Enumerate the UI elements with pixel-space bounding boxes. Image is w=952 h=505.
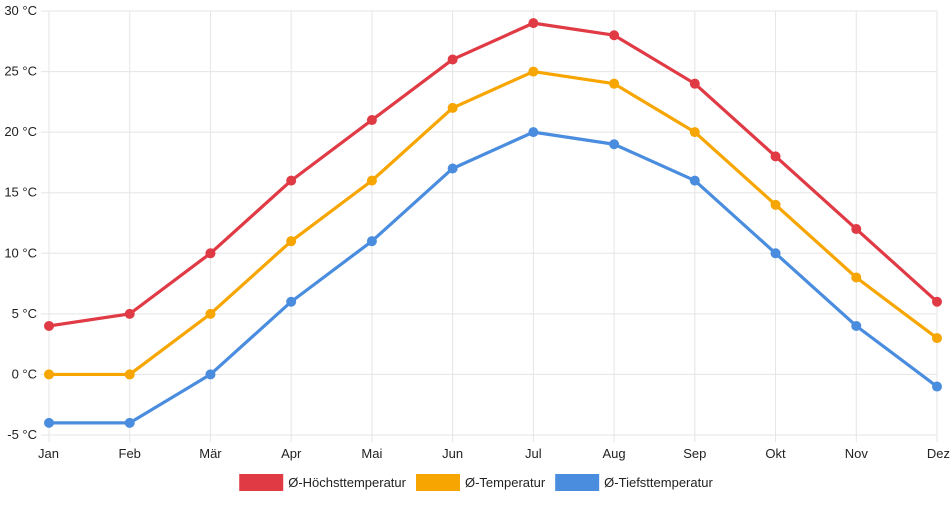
y-tick-label: 20 °C bbox=[4, 124, 37, 139]
x-tick-label: Mai bbox=[361, 446, 382, 461]
x-tick-label: Jun bbox=[442, 446, 463, 461]
data-point[interactable] bbox=[528, 66, 539, 77]
x-tick-label: Mär bbox=[199, 446, 222, 461]
legend-item-2[interactable]: Ø-Temperatur bbox=[415, 474, 546, 491]
y-tick-label: -5 °C bbox=[7, 427, 37, 442]
legend-label: Ø-Tiefsttemperatur bbox=[604, 475, 713, 490]
y-tick-label: 10 °C bbox=[4, 245, 37, 260]
legend-item-1[interactable]: Ø-Höchsttemperatur bbox=[239, 474, 407, 491]
data-point[interactable] bbox=[609, 78, 620, 89]
data-point[interactable] bbox=[44, 369, 54, 380]
data-point[interactable] bbox=[689, 175, 700, 186]
data-point[interactable] bbox=[447, 163, 458, 174]
data-point[interactable] bbox=[124, 369, 135, 380]
legend-swatch bbox=[415, 474, 460, 491]
data-point[interactable] bbox=[366, 236, 377, 247]
legend-swatch bbox=[239, 474, 284, 491]
data-point[interactable] bbox=[932, 381, 942, 392]
data-point[interactable] bbox=[770, 199, 781, 210]
data-point[interactable] bbox=[205, 308, 216, 319]
series-group bbox=[44, 18, 942, 428]
legend-label: Ø-Höchsttemperatur bbox=[288, 475, 406, 490]
data-point[interactable] bbox=[609, 30, 620, 41]
data-point[interactable] bbox=[689, 78, 700, 89]
series-3 bbox=[44, 127, 942, 428]
data-point[interactable] bbox=[366, 175, 377, 186]
data-point[interactable] bbox=[205, 369, 216, 380]
legend-item-3[interactable]: Ø-Tiefsttemperatur bbox=[555, 474, 713, 491]
x-tick-label: Okt bbox=[765, 446, 786, 461]
y-tick-label: 15 °C bbox=[4, 185, 37, 200]
series-1 bbox=[44, 18, 942, 331]
legend-label: Ø-Temperatur bbox=[465, 475, 546, 490]
y-tick-label: 5 °C bbox=[12, 306, 37, 321]
x-tick-label: Feb bbox=[119, 446, 141, 461]
x-tick-label: Apr bbox=[281, 446, 302, 461]
data-point[interactable] bbox=[366, 115, 377, 126]
series-2 bbox=[44, 66, 942, 380]
data-point[interactable] bbox=[286, 175, 297, 186]
data-point[interactable] bbox=[286, 236, 297, 247]
data-point[interactable] bbox=[447, 54, 458, 65]
data-point[interactable] bbox=[286, 296, 297, 307]
legend-swatch bbox=[555, 474, 600, 491]
x-axis-ticks: Jan Feb Mär Apr Mai Jun Jul Aug Sep Okt Nov Dez bbox=[38, 446, 950, 461]
x-tick-label: Aug bbox=[603, 446, 626, 461]
data-point[interactable] bbox=[44, 320, 54, 331]
x-tick-label: Jan bbox=[38, 446, 59, 461]
data-point[interactable] bbox=[528, 18, 539, 29]
data-point[interactable] bbox=[851, 224, 862, 235]
series-line bbox=[47, 21, 939, 328]
x-tick-label: Jul bbox=[525, 446, 542, 461]
series-line bbox=[47, 130, 939, 425]
y-tick-label: 30 °C bbox=[4, 3, 37, 18]
data-point[interactable] bbox=[851, 320, 862, 331]
data-point[interactable] bbox=[124, 308, 135, 319]
data-point[interactable] bbox=[851, 272, 862, 283]
y-tick-label: 0 °C bbox=[12, 366, 37, 381]
grid bbox=[41, 10, 938, 442]
data-point[interactable] bbox=[770, 248, 781, 259]
data-point[interactable] bbox=[932, 296, 942, 307]
x-tick-label: Nov bbox=[845, 446, 869, 461]
legend[interactable]: Ø-Höchsttemperatur Ø-Temperatur Ø-Tiefstte… bbox=[239, 474, 713, 491]
data-point[interactable] bbox=[44, 417, 54, 428]
data-point[interactable] bbox=[205, 248, 216, 259]
y-axis-ticks: -5 °C 0 °C 5 °C 10 °C 15 °C 20 °C 25 °C 30 °C bbox=[4, 3, 37, 442]
y-tick-label: 25 °C bbox=[4, 64, 37, 79]
x-tick-label: Dez bbox=[927, 446, 950, 461]
series-line bbox=[47, 69, 939, 377]
data-point[interactable] bbox=[770, 151, 781, 162]
data-point[interactable] bbox=[932, 333, 942, 344]
data-point[interactable] bbox=[609, 139, 620, 150]
data-point[interactable] bbox=[689, 127, 700, 138]
data-point[interactable] bbox=[528, 127, 539, 138]
data-point[interactable] bbox=[447, 102, 458, 113]
x-tick-label: Sep bbox=[683, 446, 706, 461]
data-point[interactable] bbox=[124, 417, 135, 428]
